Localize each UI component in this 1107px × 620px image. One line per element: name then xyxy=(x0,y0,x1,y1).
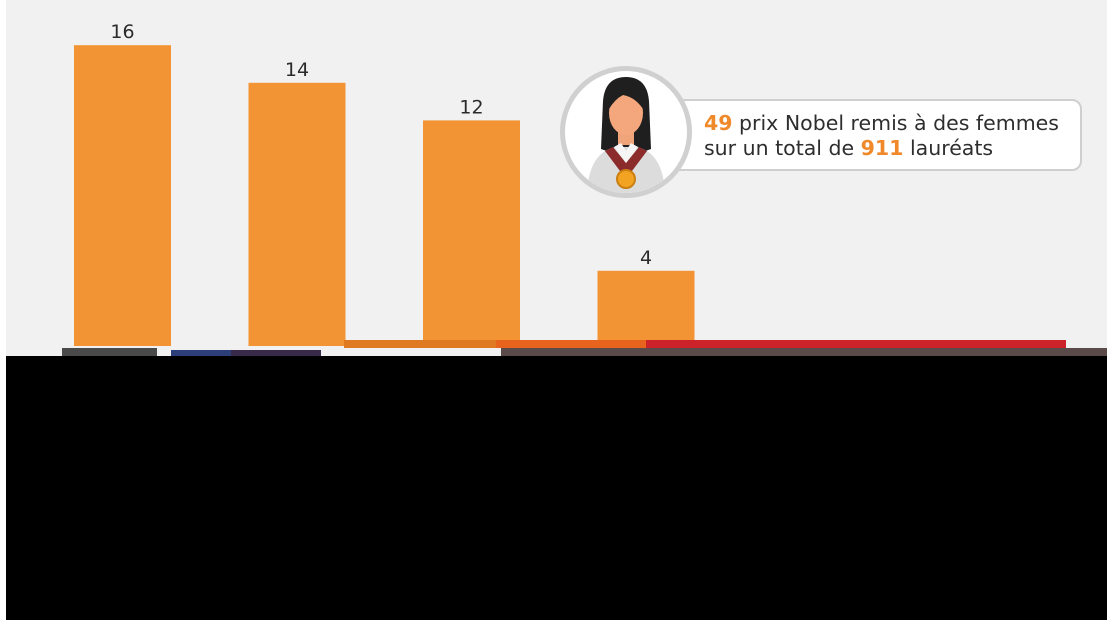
bar-1 xyxy=(74,45,171,346)
bar-chart: 16 14 12 4 xyxy=(74,21,695,347)
blacked-out-region xyxy=(6,356,1107,620)
callout-box: 49 prix Nobel remis à des femmes sur un … xyxy=(670,99,1082,171)
total-laureates-count: 911 xyxy=(860,136,904,160)
bar-value-label-1: 16 xyxy=(110,21,134,43)
women-laureates-count: 49 xyxy=(704,111,733,135)
callout-text-3: lauréats xyxy=(903,136,994,160)
bar-value-label-2: 14 xyxy=(285,59,309,81)
bar-4 xyxy=(597,270,695,346)
nobel-callout: 49 prix Nobel remis à des femmes sur un … xyxy=(560,66,1084,198)
chart-area: 16 14 12 4 xyxy=(6,0,1107,356)
flag-segment xyxy=(496,340,646,348)
bar-3 xyxy=(423,120,520,347)
bar-value-label-3: 12 xyxy=(459,96,483,118)
callout-line-2: sur un total de 911 lauréats xyxy=(704,136,1080,161)
flag-segment xyxy=(344,340,496,348)
bar-value-label-4: 4 xyxy=(640,247,652,269)
flag-segment xyxy=(646,340,1066,348)
flag-segment xyxy=(62,348,157,356)
callout-text-1: prix Nobel remis à des femmes xyxy=(732,111,1059,135)
callout-text-2: sur un total de xyxy=(704,136,861,160)
bar-2 xyxy=(248,82,346,347)
flag-segment xyxy=(171,350,231,356)
flag-segment xyxy=(231,350,321,356)
flag-strip xyxy=(62,340,1107,356)
flag-segment xyxy=(501,348,1107,356)
value-labels-group: 16 14 12 4 xyxy=(110,21,652,269)
woman-laureate-icon xyxy=(560,66,692,198)
callout-line-1: 49 prix Nobel remis à des femmes xyxy=(704,111,1080,136)
bars-group xyxy=(74,45,695,347)
